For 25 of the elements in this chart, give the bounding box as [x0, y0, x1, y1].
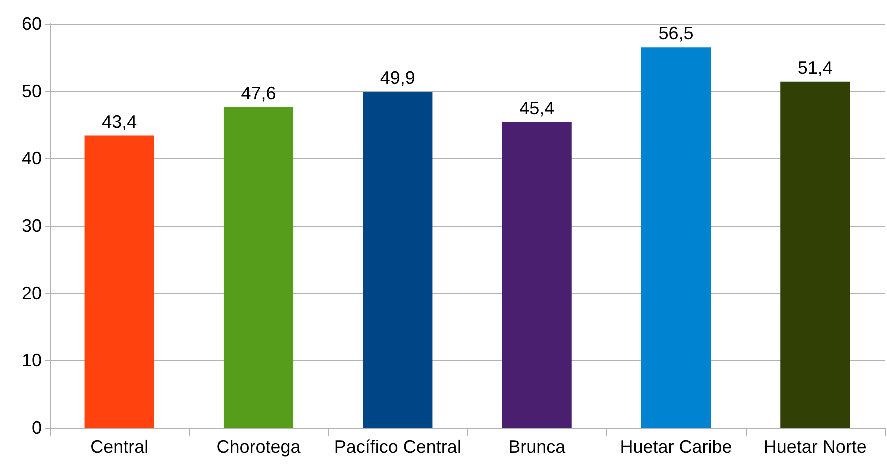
y-tick-label: 10: [22, 350, 42, 371]
bar: [84, 136, 154, 428]
bar: [780, 82, 850, 428]
y-tick-label: 60: [22, 14, 42, 34]
y-tick-label: 50: [22, 81, 42, 102]
data-label: 43,4: [102, 112, 138, 132]
y-tick-label: 30: [22, 216, 42, 236]
y-tick-label: 20: [22, 283, 42, 304]
data-label: 56,5: [658, 24, 694, 44]
x-tick-label: Chorotega: [216, 437, 302, 457]
data-label: 49,9: [380, 68, 416, 88]
y-tick-label: 40: [22, 148, 42, 169]
x-tick-label: Huetar Norte: [764, 437, 867, 457]
y-tick-label: 0: [32, 418, 42, 438]
x-tick-label: Huetar Caribe: [620, 437, 732, 457]
bar: [502, 122, 572, 428]
x-tick-label: Central: [90, 437, 149, 457]
bar: [224, 107, 294, 428]
x-tick-label: Pacífico Central: [334, 437, 462, 457]
data-label: 45,4: [520, 98, 555, 118]
data-label: 47,6: [241, 83, 276, 104]
bar: [641, 48, 712, 428]
data-label: 51,4: [798, 58, 833, 78]
bar: [363, 92, 433, 428]
x-tick-label: Brunca: [508, 437, 567, 457]
